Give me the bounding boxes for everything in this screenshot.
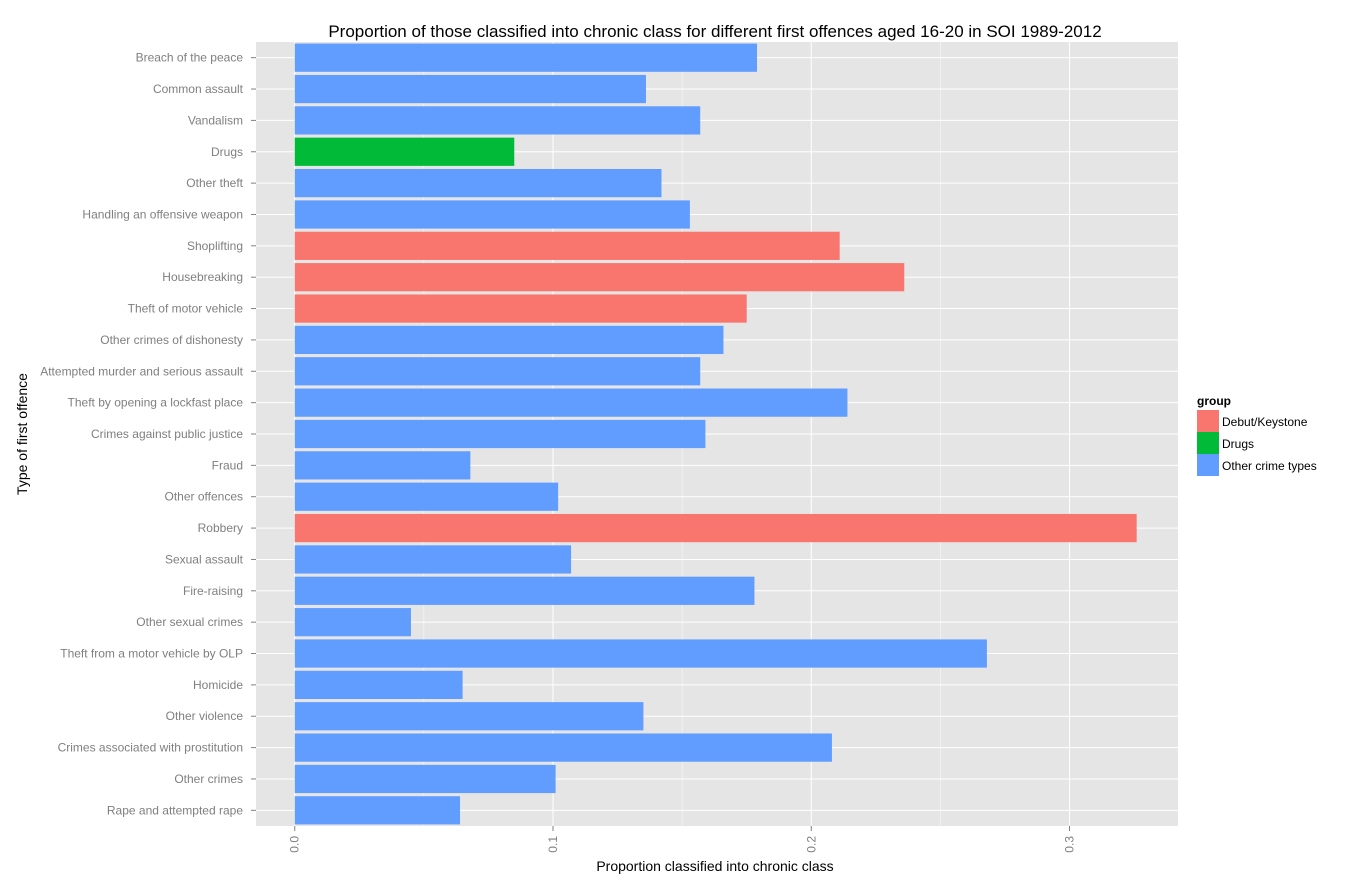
- bar: [294, 325, 724, 355]
- legend-swatch: [1197, 410, 1219, 432]
- y-tick-label: Handling an offensive weapon: [82, 207, 243, 221]
- y-tick-label: Theft of motor vehicle: [128, 302, 244, 316]
- y-tick-label: Other theft: [186, 176, 243, 190]
- bar: [294, 702, 644, 731]
- bar: [294, 482, 559, 511]
- bar: [294, 764, 556, 794]
- x-tick-label: 0.2: [804, 836, 818, 853]
- y-tick-label: Other violence: [166, 709, 244, 723]
- bar: [294, 137, 515, 166]
- y-tick-label: Vandalism: [188, 113, 243, 127]
- legend-label: Drugs: [1222, 437, 1254, 451]
- bar: [294, 388, 848, 417]
- y-tick-label: Other offences: [165, 490, 244, 504]
- y-tick-label: Fraud: [212, 458, 243, 472]
- bar: [294, 169, 662, 198]
- x-tick-label: 0.3: [1063, 836, 1077, 853]
- y-tick-label: Crimes against public justice: [91, 427, 243, 441]
- y-tick-label: Homicide: [193, 678, 243, 692]
- bar: [294, 357, 701, 386]
- y-tick-label: Fire-raising: [183, 584, 243, 598]
- bar: [294, 294, 747, 323]
- bar: [294, 106, 701, 135]
- y-tick-label: Common assault: [153, 82, 244, 96]
- y-tick-label: Other sexual crimes: [136, 615, 243, 629]
- x-tick-label: 0.1: [546, 836, 560, 853]
- y-tick-label: Other crimes of dishonesty: [100, 333, 243, 347]
- bar: [294, 419, 706, 449]
- bar: [294, 670, 463, 699]
- y-tick-label: Sexual assault: [165, 552, 244, 566]
- legend-entries: Debut/Keystone Drugs Other crime types: [1197, 410, 1317, 476]
- bar: [294, 231, 840, 260]
- y-tick-label: Drugs: [211, 145, 243, 159]
- y-tick-label: Crimes associated with prostitution: [58, 741, 243, 755]
- y-tick-label: Rape and attempted rape: [107, 803, 243, 817]
- bar: [294, 733, 832, 762]
- bar: [294, 796, 461, 825]
- y-tick-label: Housebreaking: [162, 270, 243, 284]
- chart-title: Proportion of those classified into chro…: [328, 22, 1101, 41]
- y-tick-label: Theft from a motor vehicle by OLP: [60, 647, 243, 661]
- y-tick-label: Shoplifting: [187, 239, 243, 253]
- bar: [294, 451, 471, 480]
- x-axis-ticks: 0.0 0.1 0.2 0.3: [288, 826, 1077, 853]
- y-axis-title: Type of first offence: [14, 373, 30, 495]
- y-tick-label: Attempted murder and serious assault: [40, 364, 243, 378]
- y-tick-label: Theft by opening a lockfast place: [68, 396, 244, 410]
- y-axis-ticks: Breach of the peace Common assault Vandali…: [40, 51, 256, 817]
- bar: [294, 263, 905, 292]
- x-tick-label: 0.0: [288, 836, 302, 853]
- legend: group Debut/Keystone Drugs Other crime typ…: [1197, 394, 1317, 476]
- bar: [294, 74, 646, 104]
- bar: [294, 545, 572, 574]
- x-axis-title: Proportion classified into chronic class: [596, 858, 833, 874]
- legend-label: Other crime types: [1222, 459, 1317, 473]
- bar: [294, 43, 758, 72]
- bar: [294, 608, 411, 637]
- legend-swatch: [1197, 454, 1219, 476]
- legend-swatch: [1197, 432, 1219, 454]
- bar: [294, 200, 690, 229]
- bar: [294, 576, 755, 605]
- y-tick-label: Other crimes: [174, 772, 243, 786]
- y-tick-label: Breach of the peace: [136, 51, 244, 65]
- y-tick-label: Robbery: [198, 521, 243, 535]
- legend-label: Debut/Keystone: [1222, 415, 1308, 429]
- legend-title: group: [1197, 394, 1231, 408]
- bar: [294, 513, 1137, 543]
- bar: [294, 639, 987, 668]
- bars: [294, 43, 1137, 825]
